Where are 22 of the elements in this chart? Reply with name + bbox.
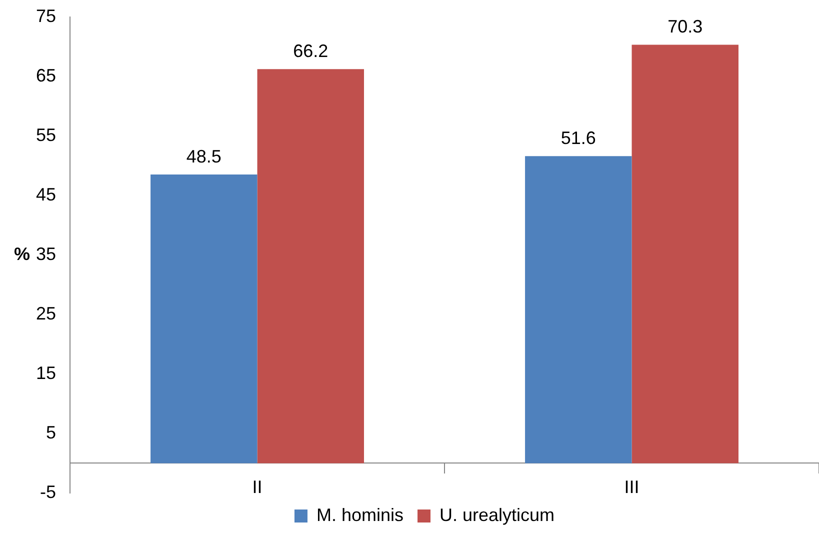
legend-label: M. hominis bbox=[316, 504, 404, 525]
y-tick-label: 45 bbox=[36, 184, 56, 204]
y-tick-label: 25 bbox=[36, 303, 56, 324]
bar bbox=[632, 44, 738, 464]
y-tick-label: 5 bbox=[46, 422, 56, 442]
y-tick-label: 65 bbox=[36, 65, 56, 86]
bar bbox=[150, 174, 258, 464]
bar bbox=[257, 69, 364, 464]
bar bbox=[525, 156, 632, 464]
data-label: 51.6 bbox=[560, 128, 596, 148]
y-tick-label: -5 bbox=[40, 482, 56, 502]
x-tick-label: II bbox=[252, 477, 262, 498]
x-tick-label: III bbox=[624, 477, 640, 498]
data-label: 66.2 bbox=[293, 41, 328, 62]
y-tick-label: 15 bbox=[36, 362, 56, 383]
y-tick-label: 75 bbox=[36, 6, 56, 26]
data-label: 70.3 bbox=[668, 16, 703, 37]
y-tick-label: 55 bbox=[36, 124, 56, 145]
y-tick-label: 35 bbox=[36, 244, 56, 264]
data-label: 48.5 bbox=[186, 146, 222, 167]
legend-label: U. urealyticum bbox=[439, 504, 555, 525]
y-axis-title: % bbox=[14, 244, 30, 264]
